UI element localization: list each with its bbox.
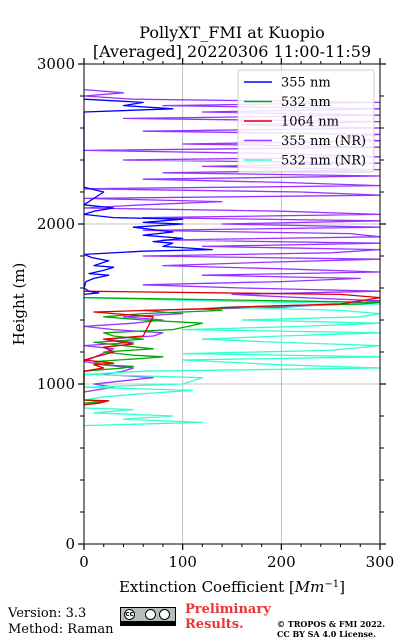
y-tick-label: 1000 bbox=[37, 375, 75, 393]
legend-label-532-nm-nr: 532 nm (NR) bbox=[281, 154, 366, 169]
x-axis-label-text: Extinction Coefficient [ bbox=[119, 578, 295, 596]
x-tick-label: 100 bbox=[168, 553, 197, 571]
legend-label-355-nm-nr: 355 nm (NR) bbox=[281, 134, 366, 149]
cc-by-sa-badge: cc bbox=[120, 607, 176, 626]
sa-icon bbox=[159, 609, 170, 620]
method-text: Method: Raman bbox=[8, 622, 114, 637]
preliminary-line-1: Preliminary bbox=[185, 602, 271, 617]
preliminary-notice: Preliminary Results. bbox=[185, 602, 271, 632]
y-axis-label: Height (m) bbox=[10, 263, 28, 346]
legend-label-532-nm: 532 nm bbox=[281, 95, 331, 110]
cc-logo-icon: cc bbox=[124, 609, 135, 620]
axis-ticks bbox=[78, 58, 386, 550]
x-tick-label: 200 bbox=[267, 553, 296, 571]
copyright-notice: © TROPOS & FMI 2022. CC BY SA 4.0 Licens… bbox=[277, 619, 385, 639]
by-icon bbox=[145, 609, 156, 620]
x-axis-label-unit: Mm bbox=[294, 578, 325, 596]
copyright-line-2: CC BY SA 4.0 License. bbox=[277, 629, 376, 639]
x-tick-label: 0 bbox=[79, 553, 89, 571]
plot-frame bbox=[83, 63, 381, 545]
y-tick-label: 2000 bbox=[37, 215, 75, 233]
series-line-355-nm bbox=[83, 98, 213, 296]
version-text: Version: 3.3 bbox=[8, 606, 87, 621]
chart-title: PollyXT_FMI at Kuopio bbox=[139, 23, 325, 42]
copyright-line-1: © TROPOS & FMI 2022. bbox=[277, 619, 386, 629]
x-axis-label-exponent: −1 bbox=[324, 579, 339, 590]
y-tick-label: 3000 bbox=[37, 55, 75, 73]
x-tick-label: 300 bbox=[366, 553, 395, 571]
chart-subtitle: [Averaged] 20220306 11:00-11:59 bbox=[93, 42, 371, 61]
x-axis-label-close: ] bbox=[339, 578, 345, 596]
legend-box bbox=[237, 69, 375, 173]
x-axis-label: Extinction Coefficient [Mm−1] bbox=[119, 578, 345, 596]
preliminary-line-2: Results. bbox=[185, 617, 244, 632]
legend-label-1064-nm: 1064 nm bbox=[281, 115, 339, 130]
footer-version-block: Version: 3.3 Method: Raman bbox=[8, 606, 114, 638]
extinction-profile-chart: PollyXT_FMI at Kuopio [Averaged] 2022030… bbox=[10, 23, 395, 596]
legend: 355 nm 532 nm 1064 nm 355 nm (NR) 532 nm (NR… bbox=[237, 69, 375, 173]
y-tick-label: 0 bbox=[65, 535, 75, 553]
legend-label-355-nm: 355 nm bbox=[281, 76, 331, 91]
